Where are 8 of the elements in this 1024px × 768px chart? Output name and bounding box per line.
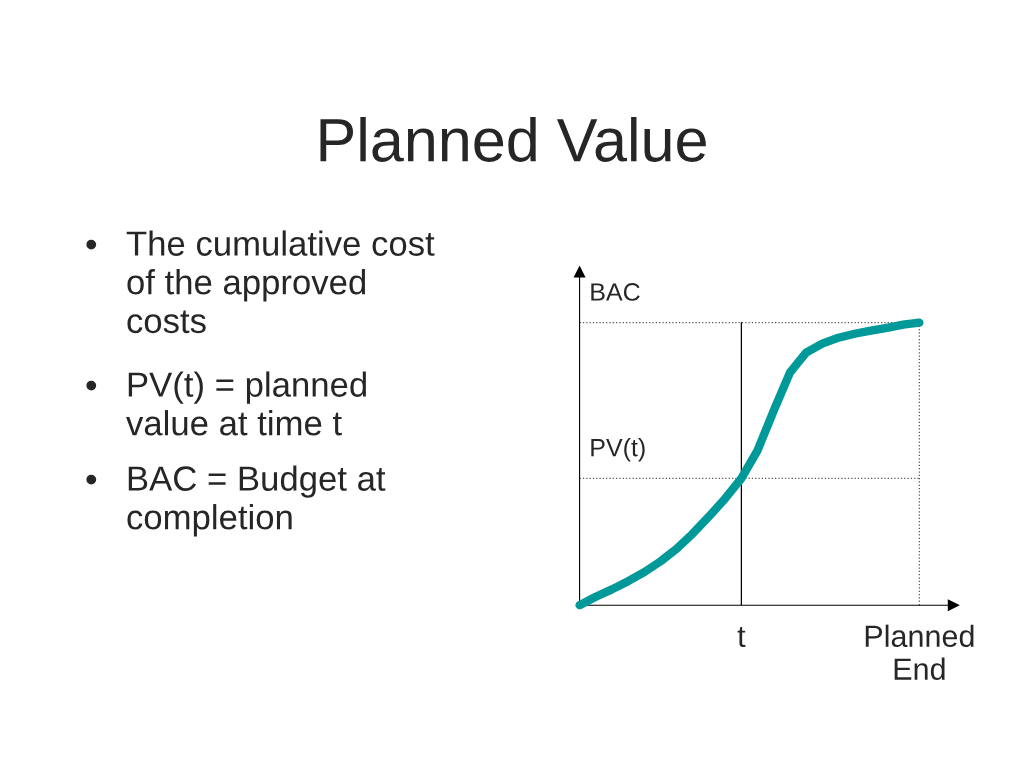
- ref-line-label: PV(t): [591, 438, 645, 462]
- text: • The cumulative cost of the approved costs: [86, 230, 435, 334]
- ref-line-label: BAC: [591, 283, 640, 301]
- text: • BAC = Budget at completion: [86, 465, 386, 537]
- x-tick-label: t: [737, 627, 746, 648]
- chart-title: Planned Value: [320, 116, 706, 162]
- text: • PV(t) = planned value at time t: [86, 371, 366, 436]
- x-tick-label: Planned End: [865, 624, 974, 680]
